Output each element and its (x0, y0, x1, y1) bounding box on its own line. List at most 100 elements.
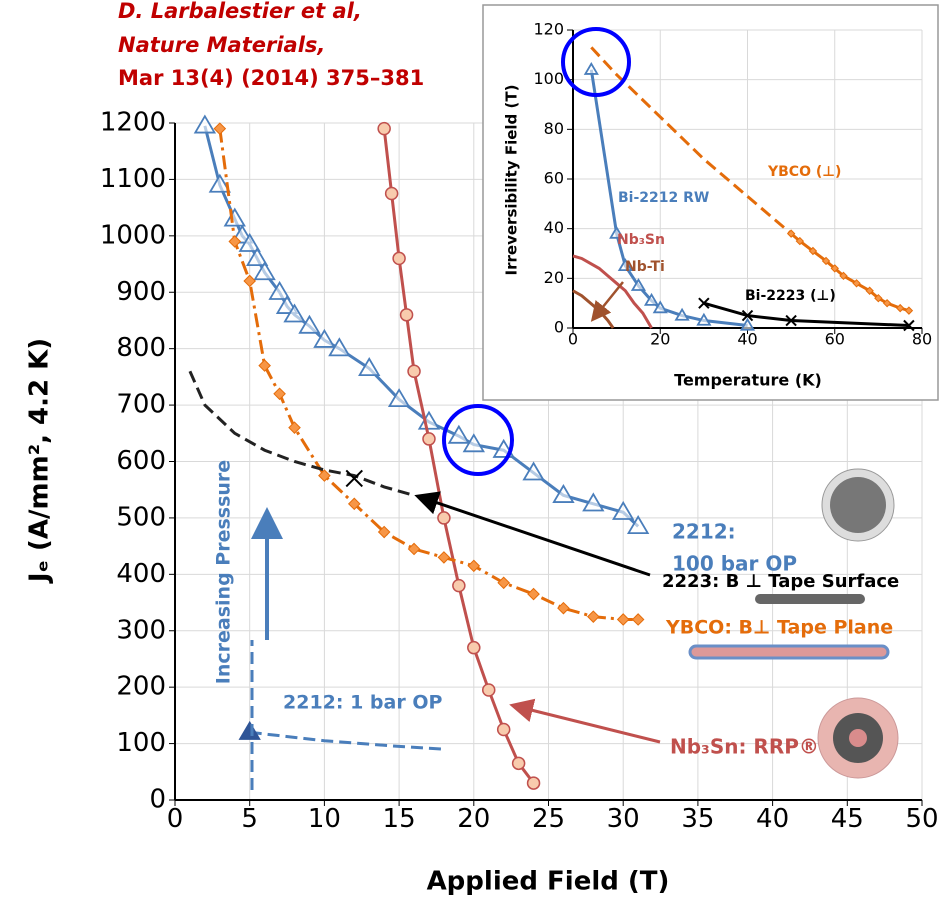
marker (552, 483, 575, 503)
marker (821, 256, 831, 266)
marker (904, 306, 914, 315)
y-axis-title: Irreversibility Field (T) (503, 85, 521, 276)
x-tick-label: 40 (737, 330, 757, 349)
marker (298, 314, 321, 334)
marker (481, 683, 496, 697)
marker (377, 525, 391, 539)
x-tick-label: 15 (383, 804, 416, 834)
decorations (250, 404, 899, 790)
marker (467, 559, 481, 573)
marker (609, 225, 625, 239)
marker (852, 279, 861, 288)
marker (830, 264, 839, 273)
marker (437, 511, 451, 525)
marker (497, 576, 510, 590)
marker (213, 122, 227, 135)
annotation: Bi-2212 RW (618, 190, 709, 206)
marker (527, 587, 540, 601)
marker (557, 601, 570, 615)
inset-plot: 0 20 40 60 80 0 20 40 60 80 100 120 Temperature (K) I… (503, 20, 933, 390)
y-tick-label: 300 (116, 615, 166, 645)
marker (786, 229, 796, 238)
marker (741, 309, 754, 322)
marker (630, 278, 647, 291)
y-tick-label: 0 (554, 318, 564, 337)
series-line (572, 254, 653, 329)
marker (452, 578, 466, 593)
marker (696, 312, 712, 326)
marker (496, 722, 511, 737)
x-tick-label: 45 (831, 804, 864, 834)
citation-line: D. Larbalestier et al, (118, 0, 362, 23)
marker (874, 293, 883, 303)
marker (238, 232, 261, 252)
marker (258, 359, 271, 372)
x-tick-label: 25 (532, 804, 565, 834)
citation-line: Mar 13(4) (2014) 375–381 (118, 66, 424, 90)
annotation: Nb-Ti (625, 259, 665, 275)
marker (223, 207, 246, 227)
marker (243, 274, 257, 288)
annotation: Nb₃Sn: RRP® (670, 735, 819, 759)
y-tick-label: 40 (544, 218, 564, 237)
tape-image (688, 644, 890, 660)
marker (273, 387, 286, 401)
marker (358, 357, 381, 377)
marker (808, 246, 818, 256)
marker (283, 303, 306, 323)
x-tick-label: 10 (308, 804, 341, 834)
marker (631, 613, 645, 626)
wire-image (849, 729, 867, 747)
marker (882, 298, 892, 308)
marker (407, 542, 421, 556)
marker (238, 720, 261, 740)
marker (652, 300, 668, 314)
annotation: 2212: (672, 520, 736, 544)
marker (268, 280, 291, 300)
annotation: 2223: B ⊥ Tape Surface (662, 571, 899, 592)
y-tick-label: 80 (544, 119, 564, 138)
citation: D. Larbalestier et al, Nature Materials,… (118, 0, 424, 90)
x-tick-label: 5 (241, 804, 258, 834)
marker (245, 247, 269, 267)
y-tick-label: 500 (116, 502, 166, 532)
y-tick-label: 120 (533, 20, 564, 39)
y-tick-label: 600 (116, 446, 166, 476)
marker (462, 433, 485, 453)
marker (392, 251, 406, 266)
y-tick-label: 700 (116, 390, 166, 420)
marker (447, 424, 471, 444)
marker (903, 319, 915, 332)
y-tick-label: 1000 (100, 220, 166, 250)
marker (865, 286, 874, 295)
y-axis-title: Jₑ (A/mm², 4.2 K) (25, 338, 55, 584)
annotation: YBCO (⊥) (767, 164, 841, 180)
y-tick-label: 400 (116, 559, 166, 589)
marker (328, 337, 351, 357)
series-line (188, 370, 415, 497)
y-tick-label: 20 (544, 268, 564, 287)
marker (698, 297, 710, 309)
marker (511, 756, 526, 771)
arrow (509, 698, 661, 744)
marker (582, 492, 605, 512)
marker (377, 121, 391, 136)
annotation: YBCO: B⊥ Tape Plane (665, 617, 893, 639)
marker (318, 469, 331, 482)
marker (785, 314, 797, 327)
tape-image (755, 594, 865, 604)
marker (467, 640, 481, 655)
marker (626, 515, 650, 534)
y-tick-label: 100 (116, 728, 166, 758)
marker (228, 235, 242, 248)
marker (347, 497, 361, 511)
x-tick-label: 60 (825, 330, 845, 349)
marker (616, 613, 630, 626)
y-tick-label: 100 (533, 69, 564, 88)
inset-frame (482, 4, 939, 401)
marker (407, 364, 421, 378)
marker (526, 776, 541, 790)
x-tick-label: 50 (905, 804, 938, 834)
y-tick-label: 200 (116, 672, 166, 702)
